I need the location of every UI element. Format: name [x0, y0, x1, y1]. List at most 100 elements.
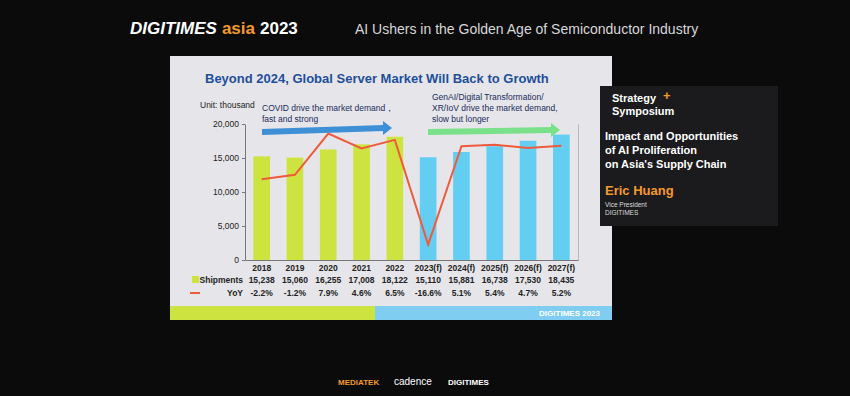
y-axis: 0 5,000 10,000 15,000 20,000 — [213, 119, 246, 265]
sponsor-logo: MEDIATEK — [338, 378, 379, 387]
x-tick: 2021 — [352, 260, 371, 273]
data-label: 18,122 — [382, 275, 408, 285]
x-tick: 2018 — [252, 260, 271, 273]
legend-label: Shipments — [200, 275, 244, 285]
x-tick-label: 2024(f) — [448, 263, 476, 273]
speaker-role: DIGITIMES — [605, 209, 639, 216]
data-label: -1.2% — [284, 288, 307, 298]
x-axis-line — [246, 260, 579, 261]
brand-part: 2023 — [260, 19, 298, 38]
y-tick: 20,000 — [213, 119, 245, 129]
talk-title: of AI Proliferation — [605, 144, 697, 156]
y-tick: 10,000 — [213, 187, 245, 197]
brand-part: asia — [222, 19, 256, 38]
sidebar-panel — [600, 86, 778, 226]
annotation: GenAI/Digital Transformation/ — [432, 92, 544, 102]
sponsor-logo: DIGITIMES — [448, 378, 490, 387]
page: DIGITIMESasia2023AI Ushers in the Golden… — [0, 0, 850, 396]
bar — [320, 149, 337, 260]
x-tick: 2027(f) — [548, 260, 576, 273]
bar — [553, 135, 570, 260]
yoy-line — [262, 134, 562, 245]
event-name: Symposium — [612, 105, 675, 117]
data-label: 15,110 — [415, 275, 441, 285]
slide-footer: DIGITIMES 2023 — [539, 309, 600, 318]
slide — [170, 56, 612, 320]
data-label: 15,881 — [448, 275, 474, 285]
x-tick-label: 2026(f) — [514, 263, 542, 273]
annotation: fast and strong — [262, 114, 319, 124]
y2-axis-line — [578, 125, 579, 261]
bar — [353, 144, 370, 260]
data-label: 17,530 — [515, 275, 541, 285]
x-tick: 2019 — [285, 260, 304, 273]
y2-axis — [578, 125, 579, 261]
arrow-shaft — [262, 128, 384, 132]
bar — [486, 146, 503, 260]
bar — [253, 156, 270, 260]
annotation: XR/IoV drive the market demand, — [432, 103, 558, 113]
y-tick-mark — [242, 260, 245, 261]
y-tick: 0 — [234, 255, 245, 265]
arrow-head — [383, 121, 392, 135]
data-label: 15,060 — [282, 275, 308, 285]
x-tick-label: 2019 — [285, 263, 304, 273]
y-axis-title: Unit: thousand — [200, 100, 255, 110]
arrow-shaft — [428, 130, 552, 132]
y-axis-line — [245, 125, 246, 261]
bar — [520, 141, 537, 260]
bar — [453, 152, 470, 260]
annotation: COVID drive the market demand， — [262, 103, 394, 113]
event-name: Strategy — [612, 92, 657, 104]
y-tick-label: 20,000 — [213, 119, 239, 129]
x-tick-label: 2021 — [352, 263, 371, 273]
y-tick-mark — [242, 124, 245, 125]
plot-marks — [253, 134, 569, 260]
data-label: 5.2% — [552, 288, 572, 298]
talk-title: Impact and Opportunities — [605, 130, 738, 142]
y-tick-mark — [242, 192, 245, 193]
data-label: -2.2% — [251, 288, 274, 298]
data-label: 17,008 — [349, 275, 375, 285]
talk-title: on Asia's Supply Chain — [605, 158, 727, 170]
legend-swatch — [192, 276, 199, 283]
brand-part: DIGITIMES — [130, 19, 218, 38]
sponsor-logo: cadence — [394, 376, 432, 387]
footer-strip — [170, 306, 375, 320]
bar — [287, 158, 304, 260]
y-tick-label: 15,000 — [213, 153, 239, 163]
brand: DIGITIMESasia2023 — [130, 19, 298, 38]
x-tick: 2026(f) — [514, 260, 542, 273]
data-label: 5.1% — [452, 288, 472, 298]
x-tick: 2025(f) — [481, 260, 509, 273]
data-label: 5.4% — [485, 288, 505, 298]
x-tick-label: 2025(f) — [481, 263, 509, 273]
x-tick-label: 2023(f) — [414, 263, 442, 273]
x-tick-label: 2020 — [319, 263, 338, 273]
data-label: 15,238 — [249, 275, 275, 285]
y-tick-label: 5,000 — [218, 221, 240, 231]
data-label: 18,435 — [548, 275, 574, 285]
x-tick-label: 2018 — [252, 263, 271, 273]
annotation: slow but longer — [432, 114, 489, 124]
background — [0, 0, 850, 396]
footer-strip — [375, 306, 612, 320]
data-label: 16,738 — [482, 275, 508, 285]
x-tick: 2023(f) — [414, 260, 442, 273]
data-label: 4.7% — [518, 288, 538, 298]
x-tick: 2022 — [385, 260, 404, 273]
arrow-head — [551, 123, 560, 137]
x-tick: 2024(f) — [448, 260, 476, 273]
data-label: 7.9% — [319, 288, 339, 298]
legend-swatch — [190, 292, 200, 294]
y-tick: 15,000 — [213, 153, 245, 163]
x-tick-label: 2022 — [385, 263, 404, 273]
y-tick-mark — [242, 226, 245, 227]
chart-title: Beyond 2024, Global Server Market Will B… — [205, 71, 549, 86]
legend-label: YoY — [227, 288, 243, 298]
data-label: 6.5% — [385, 288, 405, 298]
speaker-role: Vice President — [605, 201, 647, 208]
x-tick-label: 2027(f) — [548, 263, 576, 273]
y-tick-label: 10,000 — [213, 187, 239, 197]
y-tick-label: 0 — [234, 255, 239, 265]
